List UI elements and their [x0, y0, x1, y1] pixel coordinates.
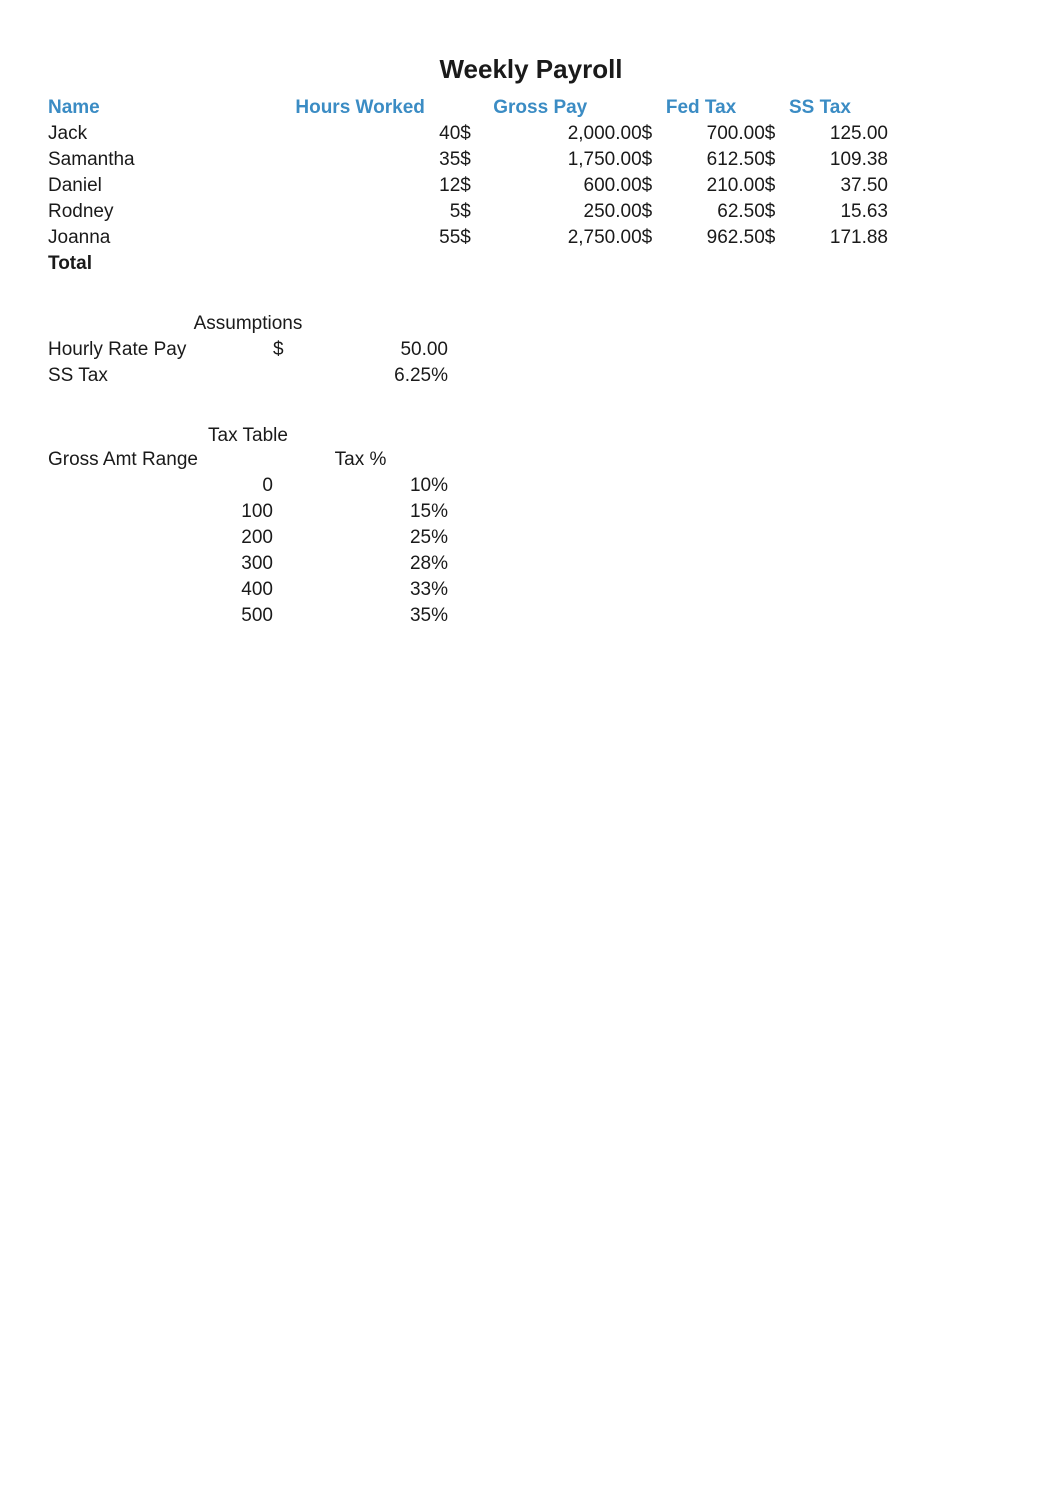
tax-row: 40033% — [48, 577, 448, 603]
tax-pct: 28% — [273, 551, 448, 577]
cell-fed: 700.00 — [666, 121, 765, 147]
table-row: Daniel12$600.00$210.00$37.50 — [48, 173, 888, 199]
currency-symbol: $ — [765, 225, 789, 251]
tax-pct: 25% — [273, 525, 448, 551]
tax-range: 300 — [48, 551, 273, 577]
cell-gross: 1,750.00 — [493, 147, 641, 173]
cell-ss: 171.88 — [789, 225, 888, 251]
tax-range: 400 — [48, 577, 273, 603]
assumption-row: SS Tax 6.25% — [48, 363, 448, 389]
tax-pct: 15% — [273, 499, 448, 525]
currency-symbol: $ — [765, 173, 789, 199]
tax-range-header: Gross Amt Range — [48, 447, 273, 473]
assumption-label: Hourly Rate Pay — [48, 337, 273, 363]
tax-table-section: Tax Table Gross Amt Range Tax % 010%1001… — [48, 425, 448, 629]
tax-row: 50035% — [48, 603, 448, 629]
tax-range: 100 — [48, 499, 273, 525]
col-header-fed: Fed Tax — [666, 95, 765, 121]
col-header-ss: SS Tax — [789, 95, 888, 121]
currency-symbol: $ — [642, 199, 666, 225]
currency-symbol: $ — [765, 199, 789, 225]
cell-name: Rodney — [48, 199, 295, 225]
tax-row: 30028% — [48, 551, 448, 577]
currency-symbol: $ — [765, 121, 789, 147]
assumptions-title: Assumptions — [48, 313, 448, 335]
cell-hours: 5 — [295, 199, 460, 225]
currency-symbol: $ — [642, 225, 666, 251]
total-label: Total — [48, 251, 295, 277]
currency-symbol: $ — [273, 337, 313, 363]
tax-range: 200 — [48, 525, 273, 551]
currency-symbol: $ — [460, 199, 493, 225]
cell-hours: 55 — [295, 225, 460, 251]
tax-pct: 33% — [273, 577, 448, 603]
tax-row: 20025% — [48, 525, 448, 551]
tax-pct-header: Tax % — [273, 447, 448, 473]
tax-range: 0 — [48, 473, 273, 499]
currency-symbol: $ — [642, 147, 666, 173]
currency-symbol: $ — [642, 173, 666, 199]
tax-pct: 10% — [273, 473, 448, 499]
payroll-table: Name Hours Worked Gross Pay Fed Tax SS T… — [48, 95, 888, 277]
cell-hours: 40 — [295, 121, 460, 147]
cell-fed: 210.00 — [666, 173, 765, 199]
table-row: Jack40$2,000.00$700.00$125.00 — [48, 121, 888, 147]
currency-symbol: $ — [460, 173, 493, 199]
currency-symbol: $ — [765, 147, 789, 173]
tax-range: 500 — [48, 603, 273, 629]
cell-name: Samantha — [48, 147, 295, 173]
assumption-row: Hourly Rate Pay$50.00 — [48, 337, 448, 363]
table-row: Rodney5$250.00$62.50$15.63 — [48, 199, 888, 225]
cell-fed: 962.50 — [666, 225, 765, 251]
cell-hours: 35 — [295, 147, 460, 173]
cell-gross: 250.00 — [493, 199, 641, 225]
page-title: Weekly Payroll — [48, 54, 1014, 85]
cell-name: Joanna — [48, 225, 295, 251]
cell-hours: 12 — [295, 173, 460, 199]
tax-row: 10015% — [48, 499, 448, 525]
tax-row: 010% — [48, 473, 448, 499]
col-header-hours: Hours Worked — [295, 95, 460, 121]
cell-fed: 612.50 — [666, 147, 765, 173]
table-row: Joanna55$2,750.00$962.50$171.88 — [48, 225, 888, 251]
cell-ss: 125.00 — [789, 121, 888, 147]
col-header-gross: Gross Pay — [493, 95, 641, 121]
currency-symbol: $ — [460, 147, 493, 173]
assumptions-section: Assumptions Hourly Rate Pay$50.00SS Tax6… — [48, 313, 448, 389]
cell-gross: 2,750.00 — [493, 225, 641, 251]
cell-name: Jack — [48, 121, 295, 147]
cell-name: Daniel — [48, 173, 295, 199]
cell-gross: 2,000.00 — [493, 121, 641, 147]
currency-symbol: $ — [642, 121, 666, 147]
currency-symbol — [273, 363, 313, 389]
tax-table-title: Tax Table — [48, 425, 448, 447]
cell-gross: 600.00 — [493, 173, 641, 199]
currency-symbol: $ — [460, 121, 493, 147]
table-row: Samantha35$1,750.00$612.50$109.38 — [48, 147, 888, 173]
assumption-value: 6.25% — [313, 363, 448, 389]
cell-ss: 109.38 — [789, 147, 888, 173]
tax-pct: 35% — [273, 603, 448, 629]
cell-ss: 15.63 — [789, 199, 888, 225]
assumption-value: 50.00 — [313, 337, 448, 363]
currency-symbol: $ — [460, 225, 493, 251]
cell-fed: 62.50 — [666, 199, 765, 225]
col-header-name: Name — [48, 95, 295, 121]
cell-ss: 37.50 — [789, 173, 888, 199]
assumption-label: SS Tax — [48, 363, 273, 389]
